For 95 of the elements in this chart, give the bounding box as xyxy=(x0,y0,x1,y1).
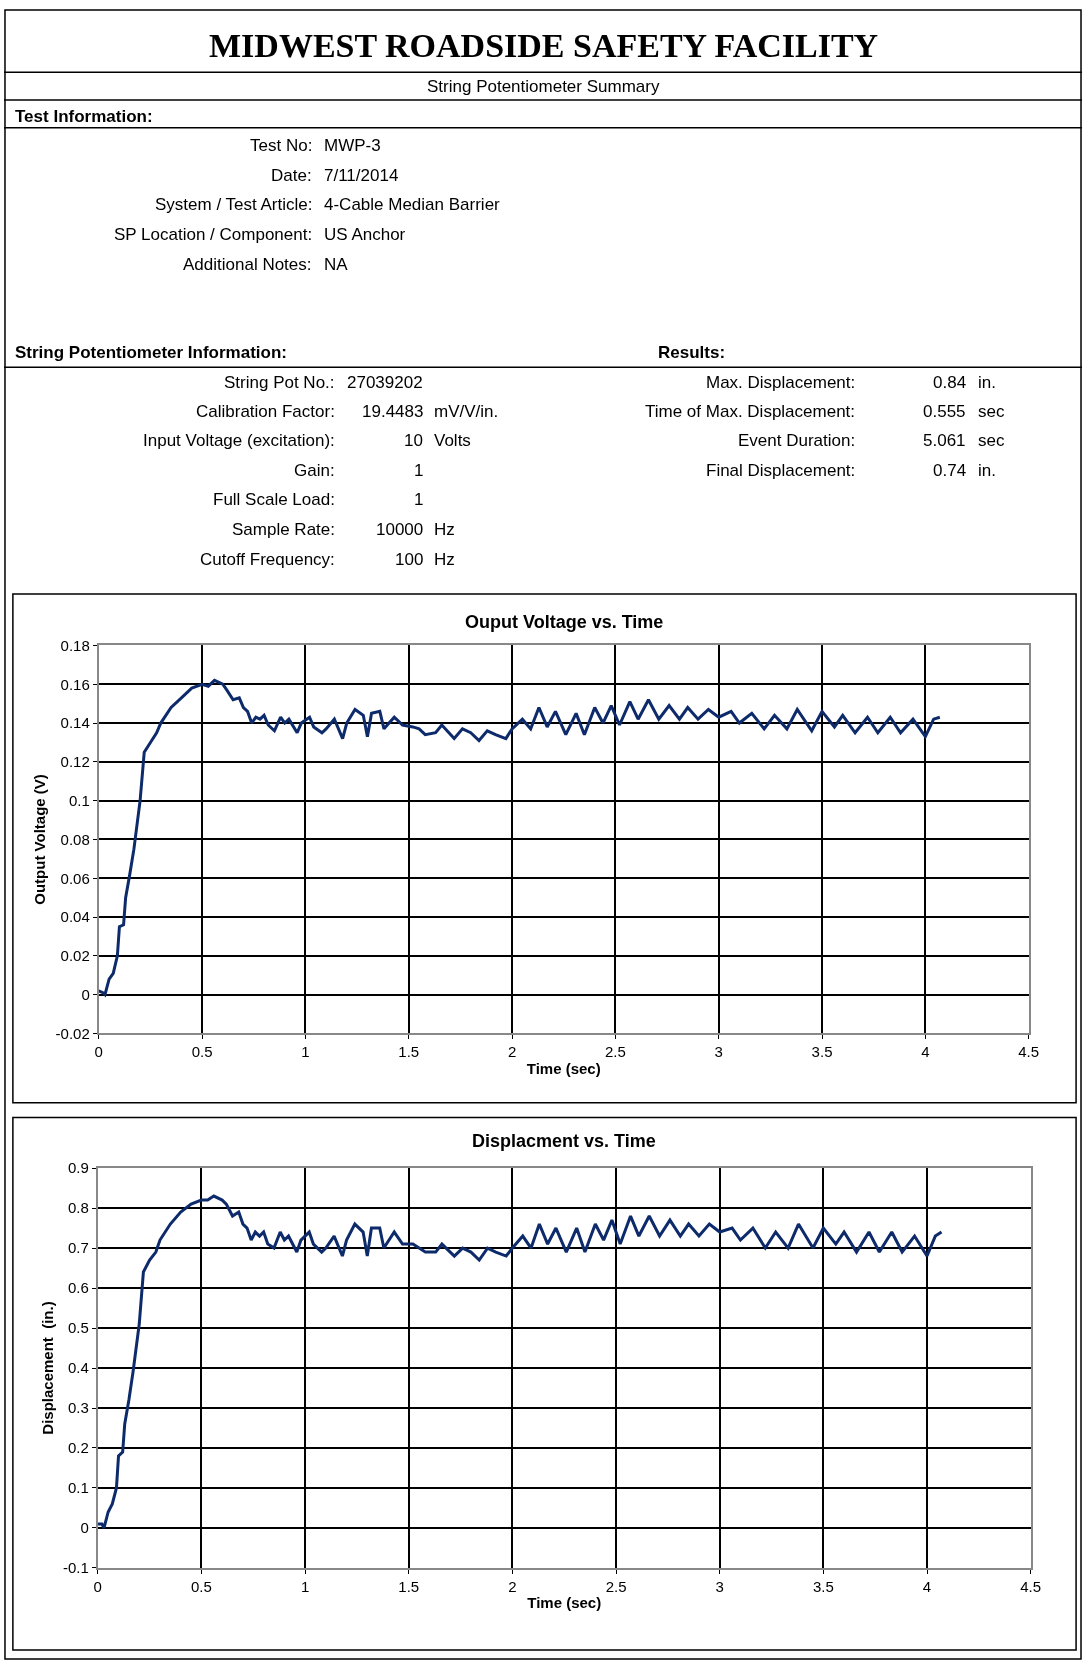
text: 100 xyxy=(395,550,424,569)
y-tick-label: 0.8 xyxy=(67,1199,89,1217)
text: 0.74 xyxy=(933,461,967,480)
text: Cutoff Frequency: xyxy=(200,550,335,569)
text: Hz xyxy=(434,520,455,539)
x-tick-label: 3 xyxy=(714,1043,723,1061)
x-tick-label: 2.5 xyxy=(604,1043,626,1061)
x-tick-label: 3.5 xyxy=(812,1577,834,1595)
x-tick-label: 0.5 xyxy=(191,1043,213,1061)
text: System / Test Article: xyxy=(155,195,313,214)
x-tick-label: 1.5 xyxy=(398,1577,420,1595)
y-tick-label: 0.06 xyxy=(60,869,90,887)
text: Event Duration: xyxy=(738,431,856,450)
y-tick-label: 0.2 xyxy=(67,1439,89,1457)
text: US Anchor xyxy=(324,225,406,244)
text: mV/V/in. xyxy=(434,402,499,421)
text: 1 xyxy=(414,490,424,509)
text: 1 xyxy=(414,461,424,480)
text: Volts xyxy=(434,431,471,450)
text: 4-Cable Median Barrier xyxy=(324,195,501,214)
x-tick-label: 4.5 xyxy=(1018,1043,1040,1061)
x-tick-label: 4 xyxy=(921,1043,930,1061)
line-series xyxy=(97,1194,944,1530)
y-tick-label: 0.14 xyxy=(60,714,90,732)
text: 0.84 xyxy=(933,373,967,392)
y-tick-label: 0.3 xyxy=(67,1399,89,1417)
text: SP Location / Component: xyxy=(114,225,313,244)
text: in. xyxy=(978,373,996,392)
y-tick-label: 0.12 xyxy=(60,753,90,771)
x-tick-label: 0.5 xyxy=(191,1577,212,1595)
x-tick-label: 4.5 xyxy=(1020,1577,1042,1595)
x-tick-label: 4 xyxy=(922,1577,932,1595)
y-tick-label: 0.1 xyxy=(67,1479,89,1497)
y-tick-label: 0 xyxy=(80,1519,89,1537)
y-tick-label: 0.4 xyxy=(67,1359,89,1377)
text: 10000 xyxy=(376,520,424,539)
y-tick-label: 0.08 xyxy=(60,830,90,848)
text: NA xyxy=(324,255,349,274)
text: Test Information: xyxy=(15,107,153,126)
y-tick-label: 0.02 xyxy=(60,947,90,965)
x-tick-label: 3 xyxy=(715,1577,724,1595)
x-axis-title: Time (sec) xyxy=(526,1059,601,1077)
text: Additional Notes: xyxy=(183,255,312,274)
text: Hz xyxy=(434,550,455,569)
y-tick-label: 0.18 xyxy=(60,636,90,654)
text: Time of Max. Displacement: xyxy=(645,402,856,421)
text: sec xyxy=(978,402,1005,421)
text: sec xyxy=(978,431,1005,450)
x-axis-title: Time (sec) xyxy=(527,1594,602,1612)
x-tick-label: 2.5 xyxy=(605,1577,627,1595)
text: MWP-3 xyxy=(324,136,381,155)
y-tick-label: 0.16 xyxy=(60,675,90,693)
x-tick-label: 1.5 xyxy=(398,1043,420,1061)
text: 0.555 xyxy=(923,402,966,421)
x-tick-label: 1 xyxy=(301,1043,310,1061)
text: Results: xyxy=(658,343,726,362)
text: Full Scale Load: xyxy=(213,490,335,509)
x-tick-label: 1 xyxy=(300,1577,310,1595)
text: Sample Rate: xyxy=(232,520,335,539)
line-series xyxy=(98,678,942,997)
y-tick-label: 0.04 xyxy=(60,908,90,926)
y-tick-label: 0.6 xyxy=(67,1279,89,1297)
x-tick-label: 0 xyxy=(93,1577,102,1595)
text: Calibration Factor: xyxy=(196,402,335,421)
x-tick-label: 3.5 xyxy=(811,1043,833,1061)
text: 27039202 xyxy=(347,373,423,392)
text: String Potentiometer Information: xyxy=(15,343,287,362)
chart-title: Ouput Voltage vs. Time xyxy=(465,612,664,632)
text: String Pot No.: xyxy=(224,373,335,392)
y-tick-label: 0.5 xyxy=(67,1319,89,1337)
y-tick-label: 0.7 xyxy=(67,1239,89,1257)
text: 19.4483 xyxy=(362,402,424,421)
text: in. xyxy=(978,461,996,480)
text: Date: xyxy=(271,166,312,185)
y-tick-label: -0.1 xyxy=(62,1559,89,1577)
text: MIDWEST ROADSIDE SAFETY FACILITY xyxy=(209,27,879,64)
y-tick-label: 0.1 xyxy=(68,791,90,809)
text: Final Displacement: xyxy=(706,461,856,480)
x-tick-label: 2 xyxy=(507,1043,517,1061)
text: 5.061 xyxy=(923,431,966,450)
y-axis-title: Output Voltage (V) xyxy=(31,774,49,905)
y-axis-title: Displacement (in.) xyxy=(38,1301,56,1435)
y-tick-label: 0 xyxy=(81,985,90,1003)
y-tick-label: -0.02 xyxy=(55,1024,90,1042)
chart-title: Displacment vs. Time xyxy=(472,1131,656,1151)
x-tick-label: 2 xyxy=(508,1577,517,1595)
text: Max. Displacement: xyxy=(706,373,856,392)
text: String Potentiometer Summary xyxy=(427,77,660,96)
y-tick-label: 0.9 xyxy=(67,1159,89,1177)
text: 7/11/2014 xyxy=(324,166,399,185)
x-tick-label: 0 xyxy=(94,1043,103,1061)
text: Test No: xyxy=(250,136,313,155)
text: 10 xyxy=(404,431,423,450)
text: Gain: xyxy=(294,461,335,480)
text: Input Voltage (excitation): xyxy=(143,431,335,450)
